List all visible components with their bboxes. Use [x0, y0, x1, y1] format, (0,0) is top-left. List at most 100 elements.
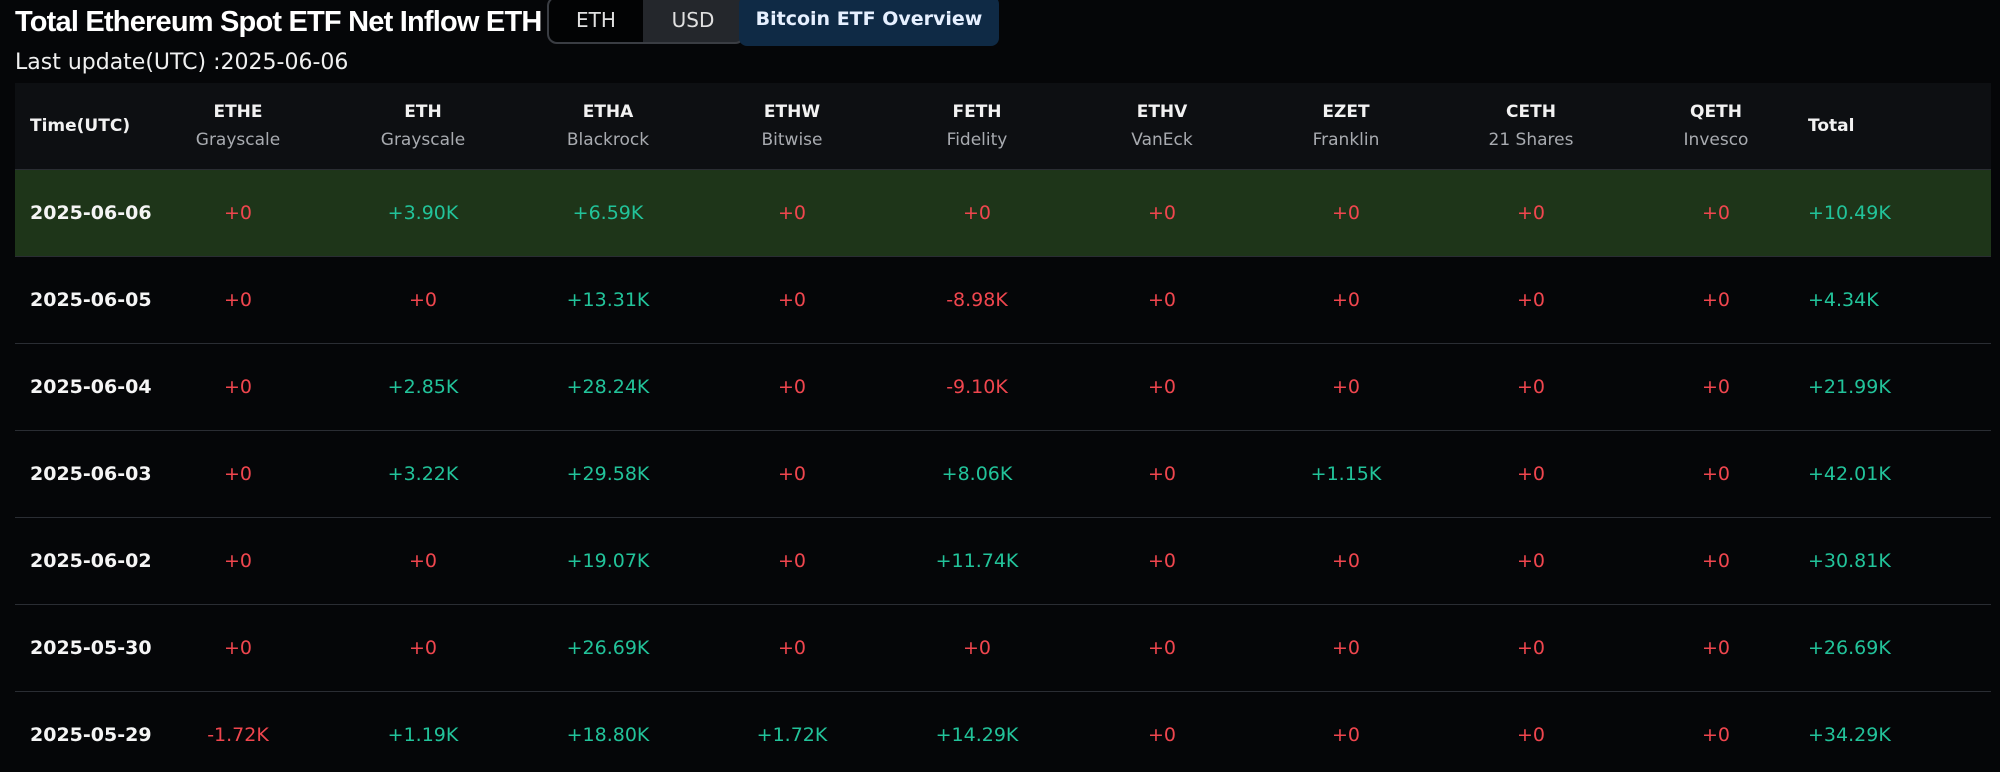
flow-value-cell: +0 [1331, 637, 1360, 659]
flow-value-cell: +11.74K [935, 550, 1019, 572]
column-issuer: Franklin [1312, 130, 1380, 150]
date-cell: 2025-06-06 [30, 202, 152, 224]
column-ticker: ETHW [763, 102, 821, 122]
flow-value-cell: +13.31K [566, 289, 650, 311]
column-issuer: VanEck [1131, 130, 1193, 150]
toggle-eth-option[interactable]: ETH [549, 0, 643, 42]
flow-value-cell: +0 [1147, 637, 1176, 659]
flow-value-cell: +19.07K [566, 550, 650, 572]
date-cell: 2025-06-05 [30, 289, 152, 311]
flow-value-cell: +0 [1701, 724, 1730, 746]
table-row: 2025-06-03 +0 +3.22K +29.58K +0 +8.06K +0 +1.15… [15, 431, 1991, 518]
column-header-ezet: EZET Franklin [1271, 83, 1421, 169]
table-row: 2025-06-06 +0 +3.90K +6.59K +0 +0 +0 +0 +0 +0 +10.… [15, 170, 1991, 257]
column-issuer: Bitwise [761, 130, 823, 150]
last-update-text: Last update(UTC) :2025-06-06 [15, 50, 349, 75]
bitcoin-etf-overview-button[interactable]: Bitcoin ETF Overview [739, 0, 999, 46]
flow-value-cell: -1.72K [207, 724, 269, 746]
flow-value-cell: +0 [777, 463, 806, 485]
column-label: Total [1808, 116, 1855, 136]
flow-value-cell: +0 [1331, 289, 1360, 311]
flow-value-cell: +0 [1701, 637, 1730, 659]
flow-value-cell: +0 [1147, 289, 1176, 311]
column-ticker: QETH [1690, 102, 1742, 122]
table-row: 2025-05-29 -1.72K +1.19K +18.80K +1.72K +14.2… [15, 692, 1991, 772]
header: Total Ethereum Spot ETF Net Inflow ETH E… [15, 0, 1985, 46]
table-row: 2025-06-04 +0 +2.85K +28.24K +0 -9.10K +0 +0 +0 +… [15, 344, 1991, 431]
flow-value-cell: +0 [1331, 202, 1360, 224]
column-ticker: ETHA [582, 102, 634, 122]
flow-value-cell: +0 [408, 550, 437, 572]
flow-value-cell: +0 [1516, 376, 1545, 398]
flow-value-cell: +2.85K [387, 376, 459, 398]
total-cell: +10.49K [1808, 202, 1891, 224]
column-header-eth: ETH Grayscale [348, 83, 498, 169]
flow-value-cell: +14.29K [935, 724, 1019, 746]
total-cell: +30.81K [1808, 550, 1891, 572]
flow-value-cell: -9.10K [946, 376, 1008, 398]
column-header-etha: ETHA Blackrock [533, 83, 683, 169]
table-row: 2025-06-02 +0 +0 +19.07K +0 +11.74K +0 +0 +0 +0 +3… [15, 518, 1991, 605]
table-header-row: Time(UTC) ETHE Grayscale ETH Grayscale ETHA Bl… [15, 83, 1991, 170]
flow-value-cell: +26.69K [566, 637, 650, 659]
flow-value-cell: +0 [1331, 550, 1360, 572]
flow-value-cell: +0 [777, 637, 806, 659]
flow-value-cell: +0 [223, 202, 252, 224]
date-cell: 2025-05-29 [30, 724, 152, 746]
flow-value-cell: +0 [1516, 289, 1545, 311]
flow-value-cell: +0 [1701, 202, 1730, 224]
flow-value-cell: +0 [223, 463, 252, 485]
total-cell: +42.01K [1808, 463, 1891, 485]
column-issuer: Grayscale [380, 130, 466, 150]
flow-value-cell: +0 [408, 637, 437, 659]
flow-value-cell: +0 [1147, 202, 1176, 224]
column-ticker: ETH [404, 102, 442, 122]
flow-value-cell: +28.24K [566, 376, 650, 398]
flow-value-cell: +0 [1516, 550, 1545, 572]
date-cell: 2025-06-04 [30, 376, 152, 398]
column-header-feth: FETH Fidelity [902, 83, 1052, 169]
currency-toggle[interactable]: ETH USD [547, 0, 745, 44]
date-cell: 2025-05-30 [30, 637, 152, 659]
column-issuer: Fidelity [946, 130, 1008, 150]
column-header-ethw: ETHW Bitwise [717, 83, 867, 169]
flow-value-cell: +0 [1516, 202, 1545, 224]
flow-value-cell: +0 [1147, 724, 1176, 746]
column-ticker: ETHE [213, 102, 263, 122]
flow-value-cell: +0 [1701, 376, 1730, 398]
column-label: Time(UTC) [30, 116, 131, 136]
flow-value-cell: +0 [223, 550, 252, 572]
table-row: 2025-06-05 +0 +0 +13.31K +0 -8.98K +0 +0 +0 +0 +4.… [15, 257, 1991, 344]
flow-value-cell: +0 [962, 637, 991, 659]
column-issuer: Blackrock [566, 130, 650, 150]
flow-value-cell: +0 [777, 202, 806, 224]
flow-value-cell: +0 [1331, 376, 1360, 398]
column-ticker: CETH [1506, 102, 1556, 122]
column-issuer: 21 Shares [1488, 130, 1574, 150]
total-cell: +4.34K [1808, 289, 1879, 311]
toggle-usd-option[interactable]: USD [671, 8, 715, 32]
flow-value-cell: +3.22K [387, 463, 459, 485]
flow-value-cell: +0 [962, 202, 991, 224]
flow-value-cell: +0 [1516, 463, 1545, 485]
column-ticker: EZET [1322, 102, 1370, 122]
flow-value-cell: +0 [777, 550, 806, 572]
flow-value-cell: +3.90K [387, 202, 459, 224]
column-ticker: FETH [952, 102, 1002, 122]
flow-value-cell: +0 [1516, 637, 1545, 659]
total-cell: +21.99K [1808, 376, 1891, 398]
flow-value-cell: +18.80K [566, 724, 650, 746]
column-header-qeth: QETH Invesco [1641, 83, 1791, 169]
flow-value-cell: +0 [1147, 463, 1176, 485]
etf-flow-table: Time(UTC) ETHE Grayscale ETH Grayscale ETHA Bl… [15, 83, 1991, 772]
flow-value-cell: +1.72K [756, 724, 828, 746]
flow-value-cell: +0 [1701, 550, 1730, 572]
total-cell: +26.69K [1808, 637, 1891, 659]
flow-value-cell: +0 [1516, 724, 1545, 746]
column-ticker: ETHV [1136, 102, 1188, 122]
column-header-total: Total [1808, 83, 1958, 169]
flow-value-cell: +0 [1701, 463, 1730, 485]
date-cell: 2025-06-03 [30, 463, 152, 485]
date-cell: 2025-06-02 [30, 550, 152, 572]
